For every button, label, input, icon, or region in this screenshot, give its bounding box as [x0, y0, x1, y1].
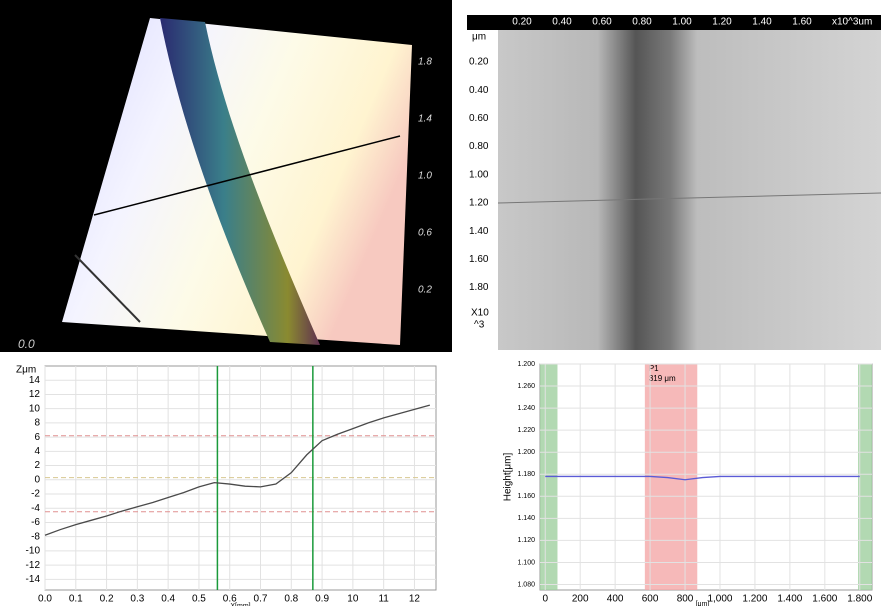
y-label: 0.20 — [469, 57, 489, 68]
y-label: 1.20 — [469, 198, 489, 209]
x-label: 1.00 — [672, 17, 692, 28]
y-tick-label: -8 — [31, 531, 40, 542]
x-label: 0.60 — [592, 17, 612, 28]
y-tick-label: 1.140 — [517, 515, 535, 522]
x-tick-label: 0.2 — [100, 594, 114, 605]
y-label: 1.40 — [469, 226, 489, 237]
x-tick-label: 10 — [347, 594, 359, 605]
x-label: 0.40 — [552, 17, 572, 28]
y-tick-label: 0 — [34, 474, 40, 485]
x-tick-label: 0.1 — [69, 594, 83, 605]
page: 14 12 10 8 6 4 2 0 -2 -4 -6 -8 -10 -12 -14 0.0 0.1 0.2 0.3… — [0, 0, 881, 611]
y-tick-label: 1.180 — [517, 471, 535, 478]
band-sublabel: 319 μm — [649, 374, 676, 383]
x-tick-label: 0.8 — [284, 594, 298, 605]
y-tick-label: -10 — [26, 546, 41, 557]
y-label: 0.60 — [469, 113, 489, 124]
y-tick-label: 1.220 — [517, 427, 535, 434]
z-label: 1.0 — [418, 171, 432, 182]
x-tick-label: 1.200 — [742, 594, 767, 605]
micrograph — [498, 30, 881, 350]
y-tick-label: -4 — [31, 503, 40, 514]
figure: 14 12 10 8 6 4 2 0 -2 -4 -6 -8 -10 -12 -14 0.0 0.1 0.2 0.3… — [0, 0, 881, 606]
y-unit: μm — [472, 32, 486, 43]
z-label: 1.4 — [418, 114, 432, 125]
y-label: 1.60 — [469, 254, 489, 265]
y-tick-label: 1.100 — [517, 559, 535, 566]
y-tick-label: -2 — [31, 489, 40, 500]
y-tick-label: -6 — [31, 517, 40, 528]
y-tick-label: 10 — [29, 403, 41, 414]
y-tick-label: -12 — [26, 560, 41, 571]
charts: 14 12 10 8 6 4 2 0 -2 -4 -6 -8 -10 -12 -14 0.0 0.1 0.2 0.3… — [16, 361, 873, 606]
x-tick-label: 0 — [542, 594, 548, 605]
x-axis-label: [μm] — [696, 601, 710, 606]
x-label: 0.20 — [512, 17, 532, 28]
z-label: 1.8 — [418, 57, 432, 68]
y-label: 1.80 — [469, 282, 489, 293]
z-label: 0.2 — [418, 285, 432, 296]
x-tick-label: 0.9 — [315, 594, 329, 605]
y-tick-label: -14 — [26, 574, 41, 585]
x-tick-label: 800 — [677, 594, 694, 605]
y-tick-label: 1.080 — [517, 581, 535, 588]
x-tick-label: 600 — [642, 594, 659, 605]
y-tick-label: 14 — [29, 375, 41, 386]
y-label: 1.00 — [469, 169, 489, 180]
x-tick-label: 11 — [378, 594, 389, 605]
x-tick-label: 0.3 — [130, 594, 144, 605]
x-tick-label: 200 — [572, 594, 589, 605]
x-tick-label: 1.400 — [777, 594, 802, 605]
x-tick-label: 0.5 — [192, 594, 206, 605]
x-tick-label: 400 — [607, 594, 624, 605]
y-tick-label: 12 — [29, 389, 41, 400]
y-tick-label: 1.160 — [517, 493, 535, 500]
x-label: 1.40 — [752, 17, 772, 28]
y-tick-label: 6 — [34, 432, 40, 443]
x-label: 1.60 — [792, 17, 812, 28]
corner-label: 0.0 — [18, 337, 35, 351]
x-tick-label: 1,000 — [707, 594, 732, 605]
y-tick-label: 1.200 — [517, 361, 535, 368]
x-tick-label: 0.4 — [161, 594, 175, 605]
x-tick-label: 1.600 — [812, 594, 837, 605]
y-tick-label: 1.120 — [517, 537, 535, 544]
x-label: 0.80 — [632, 17, 652, 28]
surface-panel — [0, 0, 452, 352]
y-tick-label: 2 — [34, 460, 40, 471]
y-axis-label: Zμm — [16, 365, 36, 376]
y-label: 0.80 — [469, 141, 489, 152]
y-unit: X10 — [471, 308, 489, 319]
micrograph-panel — [467, 15, 881, 350]
y-unit: ^3 — [474, 320, 485, 331]
x-label: 1.20 — [712, 17, 732, 28]
y-axis-label: Height[μm] — [503, 453, 514, 502]
y-tick-label: 1.260 — [517, 383, 535, 390]
y-tick-label: 8 — [34, 418, 40, 429]
y-tick-label: 1.240 — [517, 405, 535, 412]
x-tick-label: 0.0 — [38, 594, 52, 605]
x-tick-label: 0.7 — [254, 594, 268, 605]
y-tick-label: 4 — [34, 446, 40, 457]
y-tick-label: 1.200 — [517, 449, 535, 456]
x-unit: x10^3um — [832, 17, 872, 28]
z-label: 0.6 — [418, 228, 432, 239]
y-label: 0.40 — [469, 85, 489, 96]
x-tick-label: 12 — [409, 594, 421, 605]
x-tick-label: 1.800 — [847, 594, 872, 605]
